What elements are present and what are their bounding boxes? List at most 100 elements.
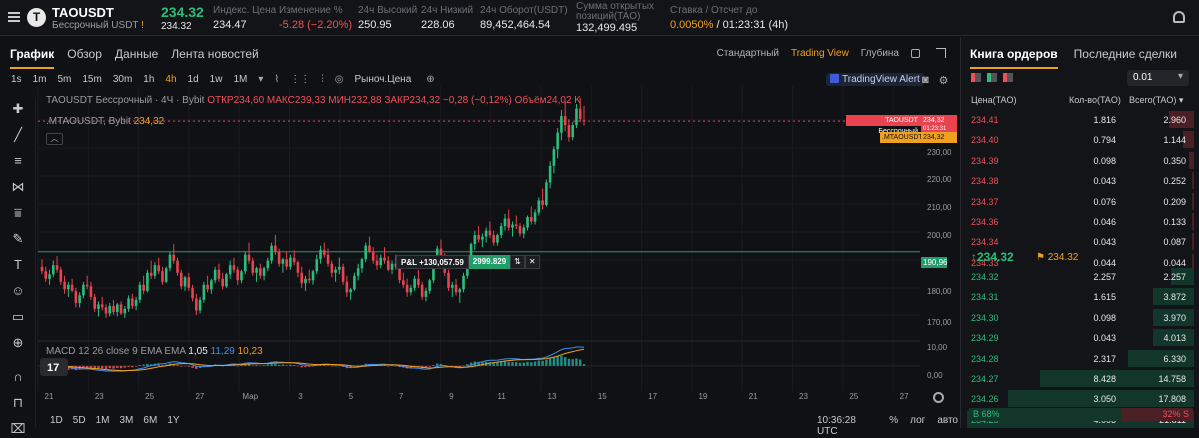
- macd-bar: [548, 358, 552, 366]
- book-qty: 8.428: [1093, 374, 1116, 384]
- tf-30m[interactable]: 30m: [112, 74, 133, 85]
- mode-tradingview[interactable]: Trading View: [790, 48, 849, 59]
- clock-utc[interactable]: 10:36:28 UTC: [817, 415, 856, 437]
- chart-settings-icon[interactable]: ⚙: [938, 75, 949, 87]
- tf-1s[interactable]: 1s: [11, 74, 22, 85]
- candle: [349, 289, 352, 293]
- ruler-icon[interactable]: ▭: [11, 309, 25, 324]
- price-type-select[interactable]: Рыноч.Цена: [354, 74, 412, 85]
- tf-4h[interactable]: 4h: [165, 74, 177, 85]
- close-position-icon[interactable]: ✕: [524, 255, 540, 269]
- percent-toggle[interactable]: %: [889, 415, 899, 426]
- horizontal-lines-icon[interactable]: ≡: [14, 153, 22, 168]
- book-both-icon[interactable]: [971, 73, 981, 82]
- range-3m[interactable]: 3M: [119, 415, 134, 426]
- magnet-icon[interactable]: ∩: [13, 369, 23, 384]
- tf-1h[interactable]: 1h: [143, 74, 155, 85]
- candle: [259, 268, 262, 276]
- price-step-select[interactable]: 0.01: [1127, 70, 1189, 86]
- book-row[interactable]: 234.29 0.043 4.013: [961, 328, 1199, 347]
- zoom-in-icon[interactable]: ⊕: [12, 335, 24, 350]
- auto-toggle[interactable]: авто: [937, 415, 958, 426]
- log-toggle[interactable]: лог: [910, 415, 926, 426]
- symbol-name[interactable]: TAOUSDT: [52, 5, 114, 20]
- mode-depth[interactable]: Глубина: [860, 48, 899, 59]
- book-row[interactable]: 234.32 2.257 2.257: [961, 267, 1199, 286]
- stat-label: 24ч Высокий: [358, 5, 418, 16]
- compare-icon[interactable]: ⋮⋮: [290, 74, 311, 85]
- tab-chart[interactable]: График: [10, 47, 55, 69]
- expand-icon[interactable]: [936, 48, 946, 58]
- add-icon[interactable]: ⊕: [426, 74, 435, 85]
- bars-style-icon[interactable]: ⫶: [321, 74, 324, 85]
- book-asks-icon[interactable]: [1003, 73, 1013, 82]
- menu-icon[interactable]: [8, 12, 20, 22]
- mode-standard[interactable]: Стандартный: [716, 48, 779, 59]
- brush-icon[interactable]: ✎: [12, 231, 24, 246]
- book-row[interactable]: 234.36 0.046 0.133: [961, 212, 1199, 231]
- price-source-icon[interactable]: ◎: [334, 74, 344, 85]
- tf-15m[interactable]: 15m: [82, 74, 102, 85]
- book-row[interactable]: 234.41 1.816 2.960: [961, 110, 1199, 129]
- reverse-position-icon[interactable]: ⇅: [510, 255, 525, 269]
- book-row[interactable]: 234.27 8.428 14.758: [961, 369, 1199, 388]
- tab-overview[interactable]: Обзор: [67, 47, 102, 61]
- stat-value: -5.28 (−2.20%): [279, 19, 353, 31]
- trash-icon[interactable]: ⌧: [10, 421, 26, 436]
- candle: [578, 108, 582, 120]
- trendline-icon[interactable]: ╱: [14, 127, 22, 142]
- range-1m[interactable]: 1M: [95, 415, 110, 426]
- indicators-icon[interactable]: ⌇: [274, 74, 280, 85]
- tf-1m[interactable]: 1m: [32, 74, 47, 85]
- info-icon[interactable]: !: [141, 20, 144, 31]
- range-5d[interactable]: 5D: [72, 415, 86, 426]
- emoji-icon[interactable]: ☺: [11, 283, 25, 298]
- range-6m[interactable]: 6M: [143, 415, 158, 426]
- book-row[interactable]: 234.39 0.098 0.350: [961, 151, 1199, 170]
- price-chart[interactable]: 17: [0, 86, 920, 406]
- book-row[interactable]: 234.31 1.615 3.872: [961, 287, 1199, 306]
- stat-funding[interactable]: Ставка / Отсчет до 0.0050% / 01:23:31 (4…: [670, 5, 788, 31]
- crosshair-icon[interactable]: ✚: [12, 101, 24, 116]
- position-line-label[interactable]: P&L +130,057.59 2999.829 ⇅ ✕: [396, 255, 540, 269]
- lock-icon[interactable]: ⊓: [12, 395, 24, 410]
- fullscreen-checkbox[interactable]: [911, 49, 920, 58]
- book-row[interactable]: 234.37 0.076 0.209: [961, 192, 1199, 211]
- collapse-legend-icon[interactable]: ︿: [46, 133, 63, 145]
- book-total: 14.758: [1158, 374, 1186, 384]
- book-row[interactable]: 234.40 0.794 1.144: [961, 130, 1199, 149]
- price-axis[interactable]: 230,00 220,00 210,00 200,00 180,00 170,0…: [921, 97, 957, 397]
- tf-1w[interactable]: 1w: [209, 74, 223, 85]
- candle: [213, 269, 217, 281]
- macd-label: MACD 12 26 close 9 EMA EMA: [46, 346, 186, 357]
- bell-icon[interactable]: [1173, 11, 1185, 23]
- axis-settings-icon[interactable]: [933, 392, 944, 403]
- tf-1M[interactable]: 1M: [233, 74, 248, 85]
- tf-1d[interactable]: 1d: [187, 74, 199, 85]
- range-1y[interactable]: 1Y: [167, 415, 180, 426]
- macd-bar: [390, 365, 394, 367]
- tab-recent-trades[interactable]: Последние сделки: [1073, 47, 1177, 61]
- text-tool-icon[interactable]: T: [14, 257, 22, 272]
- tradingview-alert-button[interactable]: TradingView Alert: [826, 73, 924, 86]
- tf-5m[interactable]: 5m: [57, 74, 72, 85]
- book-row[interactable]: 234.26 3.050 17.808: [961, 389, 1199, 408]
- pattern-icon[interactable]: ⋈: [11, 179, 25, 194]
- time-axis[interactable]: 21 23 25 27 Мар 3 5 7 9 11 13 15 17 19 21 23 25 27: [38, 392, 920, 406]
- col-total[interactable]: Всего(TAO) ▾: [1129, 95, 1184, 105]
- book-row[interactable]: 234.28 2.317 6.330: [961, 349, 1199, 368]
- book-row[interactable]: 234.34 0.043 0.087: [961, 232, 1199, 251]
- fib-icon[interactable]: ⩸: [14, 205, 22, 220]
- x-tick: 15: [597, 392, 607, 401]
- camera-icon[interactable]: ◙: [922, 74, 929, 86]
- tab-data[interactable]: Данные: [114, 47, 159, 61]
- book-bids-icon[interactable]: [987, 73, 997, 82]
- range-1d[interactable]: 1D: [50, 415, 63, 426]
- tab-order-book[interactable]: Книга ордеров: [970, 47, 1058, 69]
- book-row[interactable]: 234.33 0.044 0.044: [961, 253, 1199, 272]
- tab-news[interactable]: Лента новостей: [171, 47, 259, 61]
- chevron-down-icon[interactable]: ▾: [258, 74, 264, 85]
- candle: [484, 230, 488, 237]
- book-row[interactable]: 234.38 0.043 0.252: [961, 171, 1199, 190]
- book-row[interactable]: 234.30 0.098 3.970: [961, 308, 1199, 327]
